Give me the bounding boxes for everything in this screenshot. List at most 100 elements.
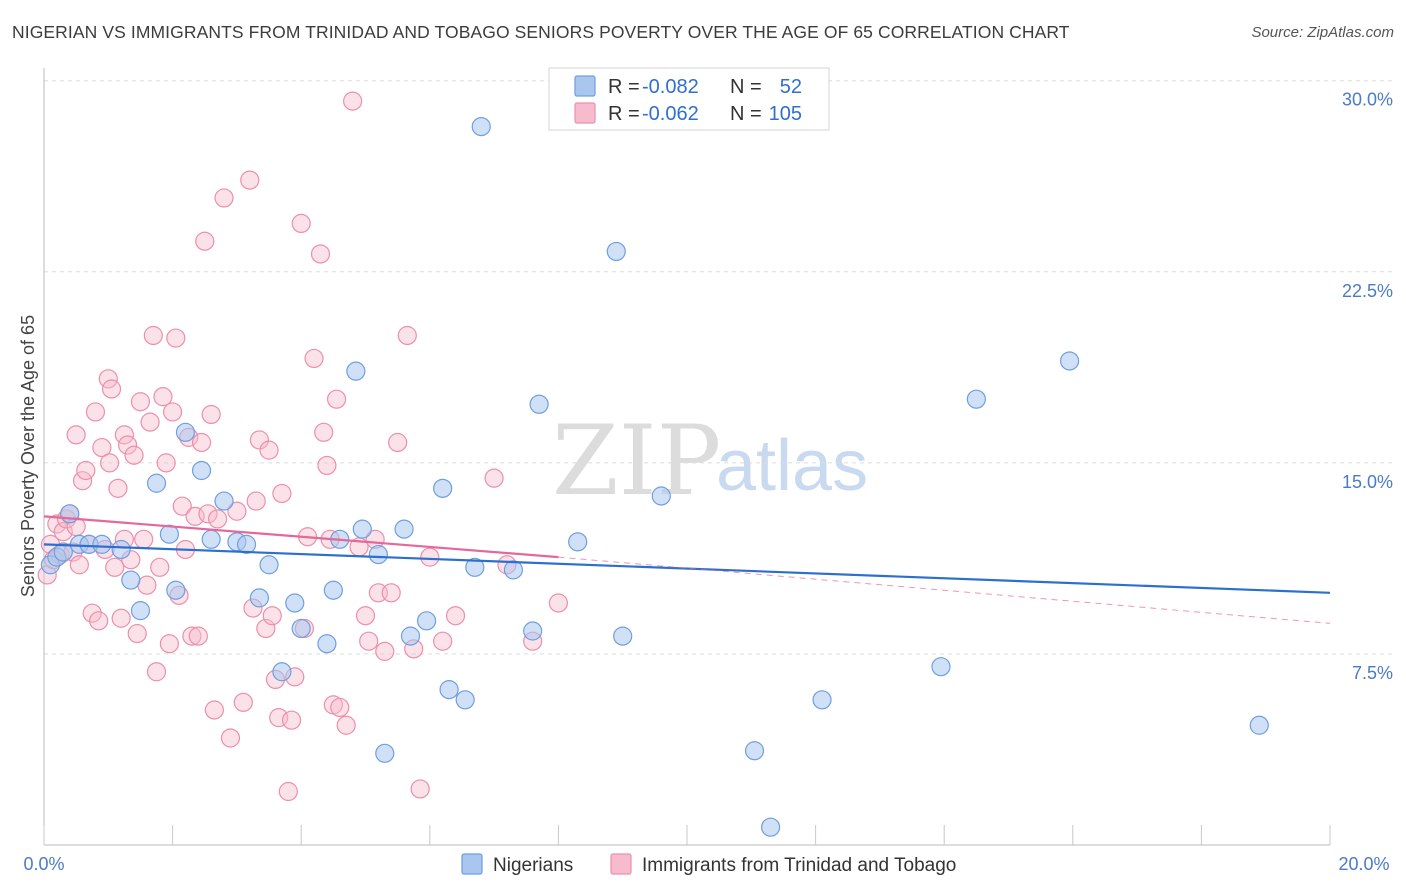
nigerians-point bbox=[323, 580, 343, 600]
watermark-atlas: atlas bbox=[716, 426, 868, 506]
trend-lines bbox=[43, 515, 1331, 624]
nigerians-point bbox=[291, 618, 311, 639]
trinidad-point bbox=[201, 404, 221, 425]
nigerians-point bbox=[53, 542, 73, 562]
trinidad-point bbox=[150, 557, 170, 577]
legend-box bbox=[548, 67, 830, 131]
trinidad-point bbox=[99, 453, 120, 473]
trinidad-point bbox=[163, 402, 183, 422]
trinidad-point bbox=[304, 348, 324, 369]
correlation-legend: R = -0.082 N = 52 R = -0.062 N = 105 bbox=[548, 67, 830, 131]
trinidad-point bbox=[92, 437, 112, 458]
trinidad-point bbox=[246, 491, 266, 511]
nigerians-point bbox=[400, 626, 421, 646]
nigerians-point bbox=[191, 460, 212, 481]
nigerians-point bbox=[121, 570, 141, 590]
trinidad-point bbox=[130, 392, 151, 412]
nigerians-point bbox=[812, 690, 832, 710]
nigerians-point bbox=[760, 817, 781, 837]
x-tick-label-min: 0.0% bbox=[23, 854, 64, 874]
nigerians-point bbox=[416, 611, 437, 631]
trinidad-point bbox=[146, 662, 167, 682]
trinidad-point bbox=[143, 325, 163, 346]
trinidad-point bbox=[89, 611, 109, 631]
trinidad-point bbox=[359, 631, 379, 651]
nigerians-point bbox=[568, 532, 588, 552]
series-nigerians-points bbox=[40, 116, 1269, 837]
trinidad-point bbox=[127, 623, 147, 644]
nigerians-point bbox=[285, 593, 305, 613]
trinidad-point bbox=[410, 779, 430, 799]
nigerians-point bbox=[606, 241, 626, 262]
x-ticks bbox=[43, 825, 1331, 845]
nigerians-point bbox=[966, 389, 986, 409]
trinidad-point bbox=[445, 606, 466, 626]
trinidad-point bbox=[117, 435, 138, 455]
trinidad-point bbox=[191, 432, 212, 453]
bottom-legend-swatch-nigerians bbox=[461, 853, 483, 875]
trinidad-point bbox=[317, 455, 337, 476]
trinidad-point bbox=[259, 440, 279, 460]
nigerians-trend-line bbox=[43, 543, 1331, 594]
bottom-legend-swatch-trinidad bbox=[610, 853, 632, 875]
series-trinidad-points bbox=[37, 91, 569, 802]
nigerians-point bbox=[92, 534, 112, 554]
legend-r-label-nigerians: R = bbox=[608, 76, 640, 98]
nigerians-point bbox=[201, 529, 221, 549]
trinidad-point bbox=[420, 547, 440, 567]
trinidad-point bbox=[66, 425, 86, 445]
trinidad-point bbox=[310, 244, 331, 264]
trinidad-point bbox=[105, 557, 125, 577]
trinidad-point bbox=[198, 504, 218, 524]
trinidad-point bbox=[548, 593, 569, 613]
nigerians-point bbox=[433, 478, 453, 498]
trinidad-point bbox=[433, 631, 453, 651]
y-tick-label: 30.0% bbox=[1342, 90, 1393, 110]
trinidad-point bbox=[85, 402, 106, 422]
trinidad-point bbox=[182, 626, 202, 646]
legend-n-label-trinidad: N = bbox=[730, 103, 762, 125]
trinidad-point bbox=[76, 460, 96, 481]
trinidad-point bbox=[82, 603, 102, 623]
source-label: Source: ZipAtlas.com bbox=[1251, 24, 1394, 41]
nigerians-point bbox=[236, 534, 257, 554]
trinidad-point bbox=[166, 328, 186, 348]
legend-r-value-nigerians: -0.082 bbox=[642, 76, 699, 98]
trinidad-point bbox=[153, 387, 173, 407]
bottom-legend-label-nigerians: Nigerians bbox=[493, 855, 573, 876]
nigerians-point bbox=[249, 588, 270, 608]
trinidad-point bbox=[111, 608, 131, 628]
legend-swatch-trinidad bbox=[574, 102, 596, 124]
nigerians-point bbox=[352, 519, 372, 539]
trinidad-point bbox=[314, 422, 334, 442]
y-tick-label: 15.0% bbox=[1342, 472, 1393, 492]
nigerians-point bbox=[613, 626, 633, 646]
trinidad-point bbox=[291, 213, 311, 233]
bottom-legend-label-trinidad: Immigrants from Trinidad and Tobago bbox=[642, 855, 956, 876]
trinidad-point bbox=[227, 501, 247, 521]
y-tick-label: 7.5% bbox=[1352, 663, 1393, 683]
trinidad-point bbox=[397, 325, 417, 346]
trinidad-trend-extension bbox=[558, 556, 1331, 624]
trinidad-point bbox=[172, 496, 192, 516]
trinidad-point bbox=[330, 697, 350, 718]
trinidad-point bbox=[381, 583, 401, 603]
watermark-zip: ZIP bbox=[552, 405, 721, 517]
legend-r-value-trinidad: -0.062 bbox=[642, 103, 699, 125]
trinidad-point bbox=[108, 478, 128, 498]
nigerians-point bbox=[455, 690, 475, 710]
x-tick-label-max: 20.0% bbox=[1338, 854, 1389, 874]
nigerians-point bbox=[465, 557, 485, 577]
trinidad-point bbox=[262, 606, 282, 626]
nigerians-point bbox=[272, 662, 292, 682]
trinidad-trend-line bbox=[43, 515, 559, 559]
trinidad-point bbox=[188, 626, 208, 646]
nigerians-point bbox=[146, 473, 167, 493]
series-legend: Nigerians Immigrants from Trinidad and T… bbox=[461, 853, 956, 876]
nigerians-point bbox=[166, 580, 186, 600]
nigerians-point bbox=[471, 116, 491, 137]
trinidad-point bbox=[159, 634, 179, 654]
trinidad-point bbox=[233, 692, 253, 712]
trinidad-point bbox=[249, 430, 270, 450]
